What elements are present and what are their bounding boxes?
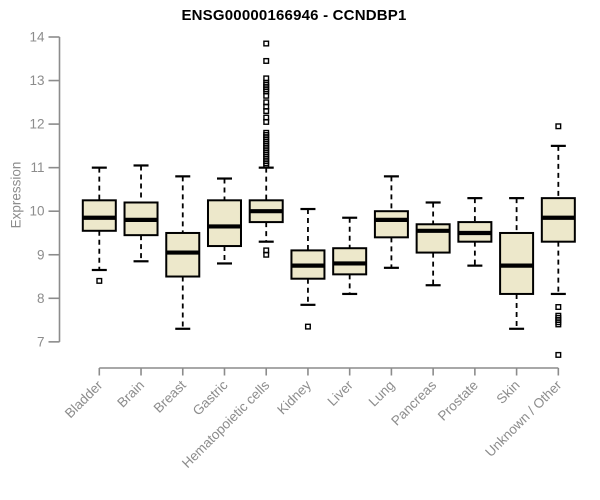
outlier-point: [555, 351, 562, 358]
x-category-label: Prostate: [435, 378, 481, 424]
chart-title: ENSG00000166946 - CCNDBP1: [181, 7, 407, 24]
x-category-label: Brain: [114, 378, 147, 411]
y-tick-label: 12: [29, 117, 44, 132]
outlier-point: [304, 323, 311, 330]
y-tick-label: 10: [29, 204, 44, 219]
outlier-point: [555, 123, 562, 130]
outlier-point: [96, 277, 103, 284]
x-category-label: Breast: [151, 377, 189, 415]
x-category-label: Gastric: [190, 377, 231, 418]
y-tick-label: 14: [29, 30, 45, 45]
iqr-box: [499, 231, 535, 295]
outlier-point: [263, 118, 270, 125]
y-tick-label: 8: [37, 291, 45, 306]
x-category-label: Unknown / Other: [482, 377, 565, 460]
outlier-point: [263, 57, 270, 64]
iqr-box: [540, 197, 576, 243]
y-tick-label: 13: [29, 73, 44, 88]
y-tick-label: 9: [37, 247, 45, 262]
x-category-label: Bladder: [62, 377, 106, 421]
y-tick-label: 11: [30, 160, 44, 175]
x-category-label: Liver: [325, 377, 357, 409]
x-category-label: Kidney: [274, 377, 314, 417]
iqr-box: [332, 247, 368, 276]
iqr-box: [373, 210, 409, 239]
outlier-point: [263, 162, 270, 169]
outlier-point: [263, 40, 270, 47]
x-category-label: Pancreas: [388, 377, 439, 428]
outlier-point: [555, 321, 562, 328]
x-category-label: Skin: [494, 378, 523, 407]
iqr-box: [206, 199, 242, 248]
iqr-box: [415, 223, 451, 254]
y-tick-label: 7: [37, 334, 45, 349]
x-category-label: Lung: [366, 378, 398, 410]
iqr-box: [165, 231, 201, 278]
outlier-point: [263, 108, 270, 115]
outlier-point: [555, 304, 562, 311]
outlier-point: [263, 92, 270, 99]
outlier-point: [263, 251, 270, 258]
iqr-box: [81, 199, 117, 232]
